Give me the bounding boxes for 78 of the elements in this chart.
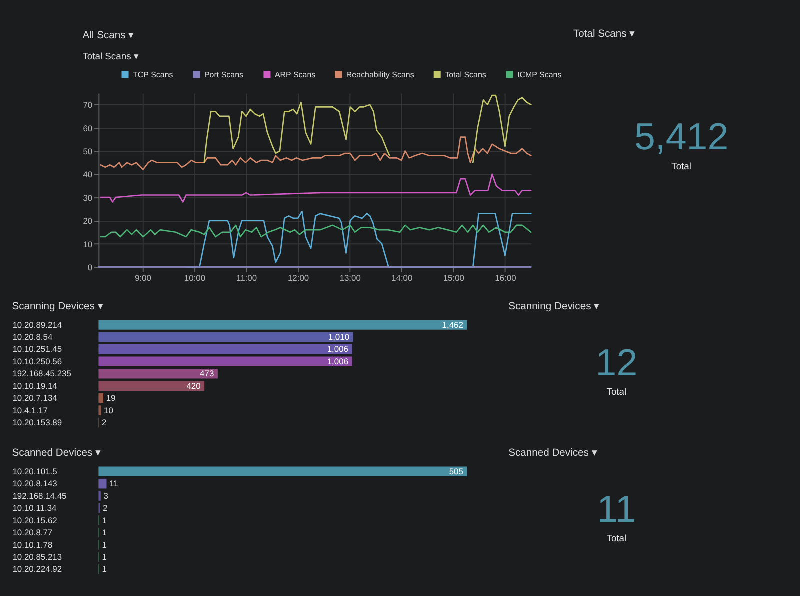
- y-tick-label: 10.20.8.54: [12, 332, 53, 342]
- x-tick-label: 12:00: [288, 272, 310, 283]
- y-tick-label: 10.10.251.45: [12, 344, 62, 354]
- text: Total: [672, 160, 692, 172]
- y-tick-label: 10.20.7.134: [12, 393, 58, 404]
- y-tick-label: 192.168.45.235: [12, 368, 72, 379]
- text: 5,412: [634, 116, 729, 158]
- y-tick-label: 10.10.1.78: [12, 540, 53, 550]
- y-tick-label: 50: [83, 146, 93, 157]
- x-tick-label: 14:00: [392, 272, 414, 283]
- text: Scanning Devices ▾: [508, 301, 600, 312]
- data-label: 1: [102, 515, 108, 526]
- y-tick-label: 60: [83, 123, 93, 134]
- y-tick-label: 10.20.224.92: [12, 564, 62, 574]
- bar: [98, 406, 102, 416]
- line-series: [100, 136, 532, 170]
- x-tick-label: 16:00: [495, 272, 517, 283]
- bar: [98, 478, 107, 489]
- data-label: 1: [102, 552, 108, 562]
- data-label: 10: [104, 405, 114, 416]
- text: Scanned Devices ▾: [508, 448, 597, 460]
- bar: [98, 320, 468, 330]
- data-label: 3: [104, 490, 109, 501]
- bar: [98, 381, 205, 391]
- x-tick-label: 13:00: [340, 272, 362, 283]
- bar: [98, 356, 352, 367]
- text: Total: [606, 532, 627, 544]
- text: 12: [596, 341, 638, 384]
- line-series: [100, 224, 532, 238]
- bar: [98, 368, 218, 379]
- chart-subtitle: Total Scans ▾: [82, 50, 139, 62]
- data-label: 2: [102, 503, 108, 514]
- y-tick-label: 10.20.15.62: [12, 515, 58, 526]
- data-label: 1: [102, 528, 108, 538]
- y-tick-label: 10.20.85.213: [12, 552, 62, 562]
- data-label: 1: [102, 540, 108, 550]
- text: Total: [606, 386, 627, 398]
- data-label: 1: [102, 564, 108, 574]
- data-label: 19: [106, 393, 116, 404]
- chart-title: All Scans ▾: [82, 30, 134, 42]
- bar: [98, 344, 352, 354]
- y-tick-label: 10.20.101.5: [12, 466, 58, 476]
- y-tick-label: 10.4.1.17: [12, 405, 48, 416]
- y-tick-label: 40: [83, 170, 93, 180]
- bar: [98, 393, 104, 404]
- y-tick-label: 30: [83, 192, 93, 203]
- data-label: 2: [102, 418, 108, 428]
- data-label: 1,462: [442, 320, 464, 330]
- data-label: 11: [110, 478, 119, 489]
- data-label: 505: [449, 466, 464, 476]
- y-tick-label: 20: [83, 216, 93, 226]
- y-tick-label: 10.20.8.77: [12, 528, 53, 538]
- x-tick-label: 15:00: [443, 272, 465, 283]
- data-label: 1,006: [327, 356, 349, 366]
- bar: [98, 466, 468, 477]
- text: 11: [597, 488, 636, 530]
- x-tick-label: 11:00: [236, 272, 258, 283]
- data-label: 1,006: [327, 344, 349, 354]
- y-tick-label: 10.20.89.214: [12, 320, 62, 330]
- y-tick-label: 10.10.11.34: [12, 503, 58, 514]
- y-tick-label: 10.20.8.143: [12, 478, 58, 489]
- line-series: [100, 174, 532, 203]
- y-tick-label: 10: [83, 239, 93, 250]
- data-label: 420: [186, 380, 202, 391]
- data-label: 473: [200, 368, 214, 379]
- y-tick-label: 10.20.153.89: [12, 418, 62, 428]
- y-tick-label: 0: [88, 262, 93, 272]
- chart-title: Scanned Devices ▾: [12, 448, 100, 460]
- x-tick-label: 9:00: [134, 272, 152, 283]
- text: Total Scans ▾: [573, 28, 635, 40]
- chart-title: Scanning Devices ▾: [12, 301, 103, 312]
- bar: [98, 332, 354, 342]
- y-tick-label: 10.10.250.56: [12, 356, 62, 366]
- x-tick-label: 10:00: [184, 272, 206, 283]
- y-tick-label: 192.168.14.45: [12, 490, 68, 501]
- data-label: 1,010: [328, 332, 350, 342]
- y-tick-label: 70: [83, 100, 93, 110]
- y-tick-label: 10.10.19.14: [12, 380, 58, 391]
